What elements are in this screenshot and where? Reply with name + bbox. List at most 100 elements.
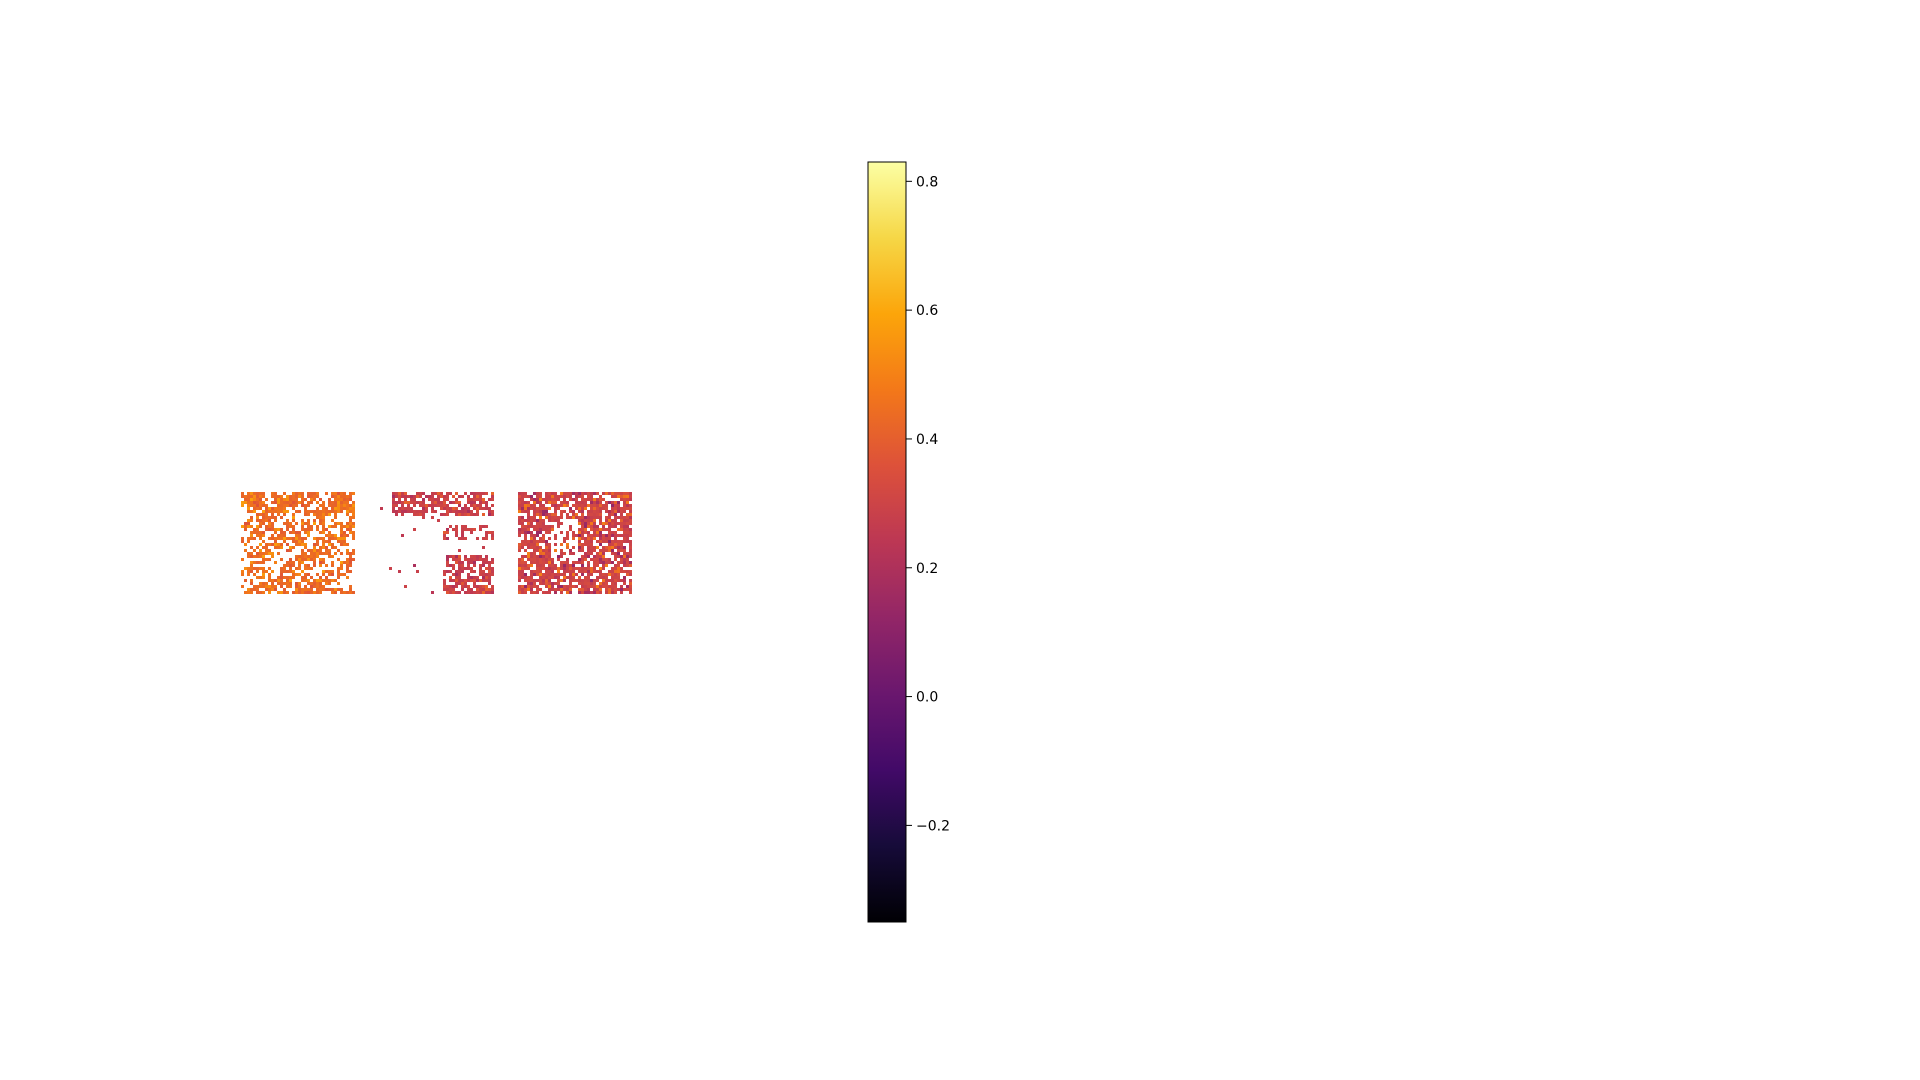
heatmap-cell [584,558,587,561]
heatmap-cell [599,522,602,525]
heatmap-cell [247,588,250,591]
heatmap-cell [545,495,548,498]
heatmap-cell [322,585,325,588]
heatmap-cell [545,591,548,594]
heatmap-cell [316,543,319,546]
heatmap-cell [554,495,557,498]
heatmap-cell [629,570,632,573]
heatmap-cell [611,585,614,588]
heatmap-cell [545,561,548,564]
heatmap-cell [611,549,614,552]
heatmap-cell [259,552,262,555]
heatmap-cell [346,549,349,552]
heatmap-cell [617,561,620,564]
heatmap-cell [539,519,542,522]
heatmap-cell [443,531,446,534]
heatmap-cell [473,582,476,585]
heatmap-cell [319,531,322,534]
heatmap-cell [256,585,259,588]
heatmap-cell [569,576,572,579]
heatmap-cell [554,573,557,576]
heatmap-cell [542,534,545,537]
heatmap-cell [352,492,355,495]
heatmap-cell [485,504,488,507]
heatmap-cell [307,588,310,591]
heatmap-cell [346,552,349,555]
heatmap-cell [322,513,325,516]
heatmap-cell [247,573,250,576]
heatmap-cell [599,531,602,534]
heatmap-cell [241,558,244,561]
heatmap-cell [593,579,596,582]
heatmap-cell [533,534,536,537]
heatmap-cell [587,576,590,579]
heatmap-cell [470,555,473,558]
heatmap-cell [313,561,316,564]
heatmap-cell [527,525,530,528]
heatmap-cell [422,513,425,516]
heatmap-cell [334,498,337,501]
heatmap-cell [244,543,247,546]
heatmap-cell [602,558,605,561]
heatmap-cell [449,591,452,594]
heatmap-cell [602,567,605,570]
heatmap-cell [289,570,292,573]
heatmap-cell [623,561,626,564]
heatmap-cell [256,531,259,534]
heatmap-cell [422,501,425,504]
heatmap-cell [599,552,602,555]
heatmap-cell [527,588,530,591]
heatmap-cell [334,546,337,549]
heatmap-cell [620,507,623,510]
heatmap-cell [268,588,271,591]
heatmap-cell [268,558,271,561]
heatmap-cell [319,588,322,591]
heatmap-cell [611,510,614,513]
heatmap-cell [518,579,521,582]
heatmap-cell [590,540,593,543]
heatmap-cell [419,513,422,516]
heatmap-cell [596,546,599,549]
heatmap-cell [605,507,608,510]
heatmap-cell [250,582,253,585]
heatmap-cell [623,516,626,519]
heatmap-cell [410,498,413,501]
heatmap-cell [554,537,557,540]
heatmap-cell [602,528,605,531]
heatmap-cell [286,549,289,552]
heatmap-cell [470,576,473,579]
heatmap-cell [470,531,473,534]
heatmap-cell [446,513,449,516]
heatmap-cell [566,591,569,594]
heatmap-cell [262,495,265,498]
heatmap-cell [410,501,413,504]
heatmap-cell [265,582,268,585]
heatmap-cell [286,537,289,540]
heatmap-cell [461,528,464,531]
heatmap-cell [575,492,578,495]
heatmap-cell [548,591,551,594]
heatmap-cell [596,525,599,528]
heatmap-cell [304,507,307,510]
heatmap-cell [539,516,542,519]
heatmap-cell [542,498,545,501]
heatmap-cell [283,513,286,516]
heatmap-cell [452,555,455,558]
heatmap-cell [590,585,593,588]
heatmap-cell [313,522,316,525]
heatmap-cell [593,582,596,585]
heatmap-cell [557,519,560,522]
heatmap-cell [307,534,310,537]
heatmap-cell [334,492,337,495]
heatmap-cell [587,561,590,564]
heatmap-cell [527,582,530,585]
heatmap-cell [446,537,449,540]
heatmap-cell [596,510,599,513]
heatmap-cell [587,516,590,519]
heatmap-cell [605,576,608,579]
heatmap-cell [316,516,319,519]
heatmap-cell [626,501,629,504]
heatmap-cell [482,570,485,573]
heatmap-cell [271,507,274,510]
heatmap-cell [262,510,265,513]
